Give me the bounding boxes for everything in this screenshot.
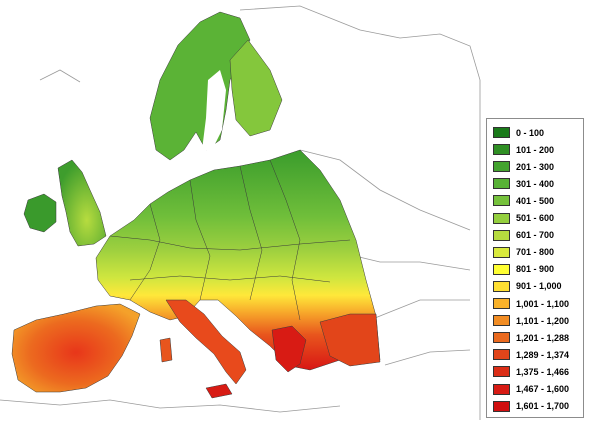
legend-item: 1,467 - 1,600	[493, 383, 569, 396]
legend-label: 101 - 200	[516, 144, 555, 155]
legend-label: 1,467 - 1,600	[516, 384, 570, 394]
legend-swatch	[493, 315, 510, 327]
legend-item: 1,001 - 1,100	[493, 297, 569, 310]
scandinavia-region	[149, 11, 251, 161]
ireland-region	[23, 193, 57, 233]
legend-label: 1,101 - 1,200	[516, 315, 570, 326]
legend-item: 0 - 100	[493, 126, 544, 139]
legend-item: 901 - 1,000	[493, 280, 562, 293]
legend-label: 301 - 400	[516, 178, 555, 189]
legend-item: 1,601 - 1,700	[493, 400, 569, 413]
legend-swatch	[493, 263, 510, 275]
legend-item: 501 - 600	[493, 212, 554, 225]
legend-label: 601 - 700	[516, 230, 555, 241]
legend-swatch	[493, 332, 510, 344]
finland-region	[229, 39, 283, 137]
legend-item: 201 - 300	[493, 160, 554, 173]
greece-region	[271, 325, 307, 373]
legend-label: 1,375 - 1,466	[516, 366, 570, 377]
legend-item: 1,375 - 1,466	[493, 365, 569, 378]
legend-swatch	[493, 195, 510, 207]
legend-label: 1,601 - 1,700	[516, 401, 570, 412]
legend-swatch	[493, 212, 510, 224]
legend-item: 701 - 800	[493, 246, 554, 259]
legend-label: 801 - 900	[516, 264, 555, 275]
legend-item: 301 - 400	[493, 177, 554, 190]
legend-swatch	[493, 161, 510, 173]
legend-swatch	[493, 178, 510, 190]
legend-label: 901 - 1,000	[516, 281, 562, 292]
legend-label: 0 - 100	[516, 127, 545, 138]
legend-swatch	[493, 298, 510, 309]
legend-label: 201 - 300	[516, 161, 555, 172]
legend-item: 601 - 700	[493, 229, 554, 242]
sardinia-region	[159, 337, 173, 363]
legend-swatch	[493, 366, 510, 378]
legend-swatch	[493, 246, 510, 258]
iberia-region	[11, 303, 141, 393]
map-legend: 0 - 100 101 - 200 201 - 300 301 - 400 401 - …	[486, 118, 584, 418]
legend-item: 1,201 - 1,288	[493, 331, 569, 344]
legend-swatch	[493, 229, 510, 241]
turkey-region	[319, 313, 381, 367]
legend-item: 801 - 900	[493, 263, 554, 276]
legend-label: 501 - 600	[516, 213, 555, 223]
legend-swatch	[493, 400, 510, 412]
legend-item: 1,101 - 1,200	[493, 314, 569, 327]
baltic-sea	[202, 70, 226, 150]
legend-item: 101 - 200	[493, 143, 554, 156]
legend-item: 1,289 - 1,374	[493, 348, 569, 361]
legend-item: 401 - 500	[493, 194, 554, 207]
legend-label: 1,201 - 1,288	[516, 332, 570, 343]
country-borders	[109, 159, 351, 321]
legend-swatch	[493, 280, 510, 292]
legend-label: 1,289 - 1,374	[516, 349, 570, 360]
italy-region	[165, 299, 247, 385]
legend-label: 1,001 - 1,100	[516, 298, 570, 309]
legend-swatch	[493, 383, 510, 395]
legend-swatch	[493, 144, 510, 156]
great-britain-region	[57, 159, 107, 247]
legend-label: 401 - 500	[516, 195, 555, 206]
legend-swatch	[493, 349, 510, 361]
legend-swatch	[493, 127, 510, 138]
legend-label: 701 - 800	[516, 247, 555, 258]
sicily-region	[205, 383, 233, 399]
